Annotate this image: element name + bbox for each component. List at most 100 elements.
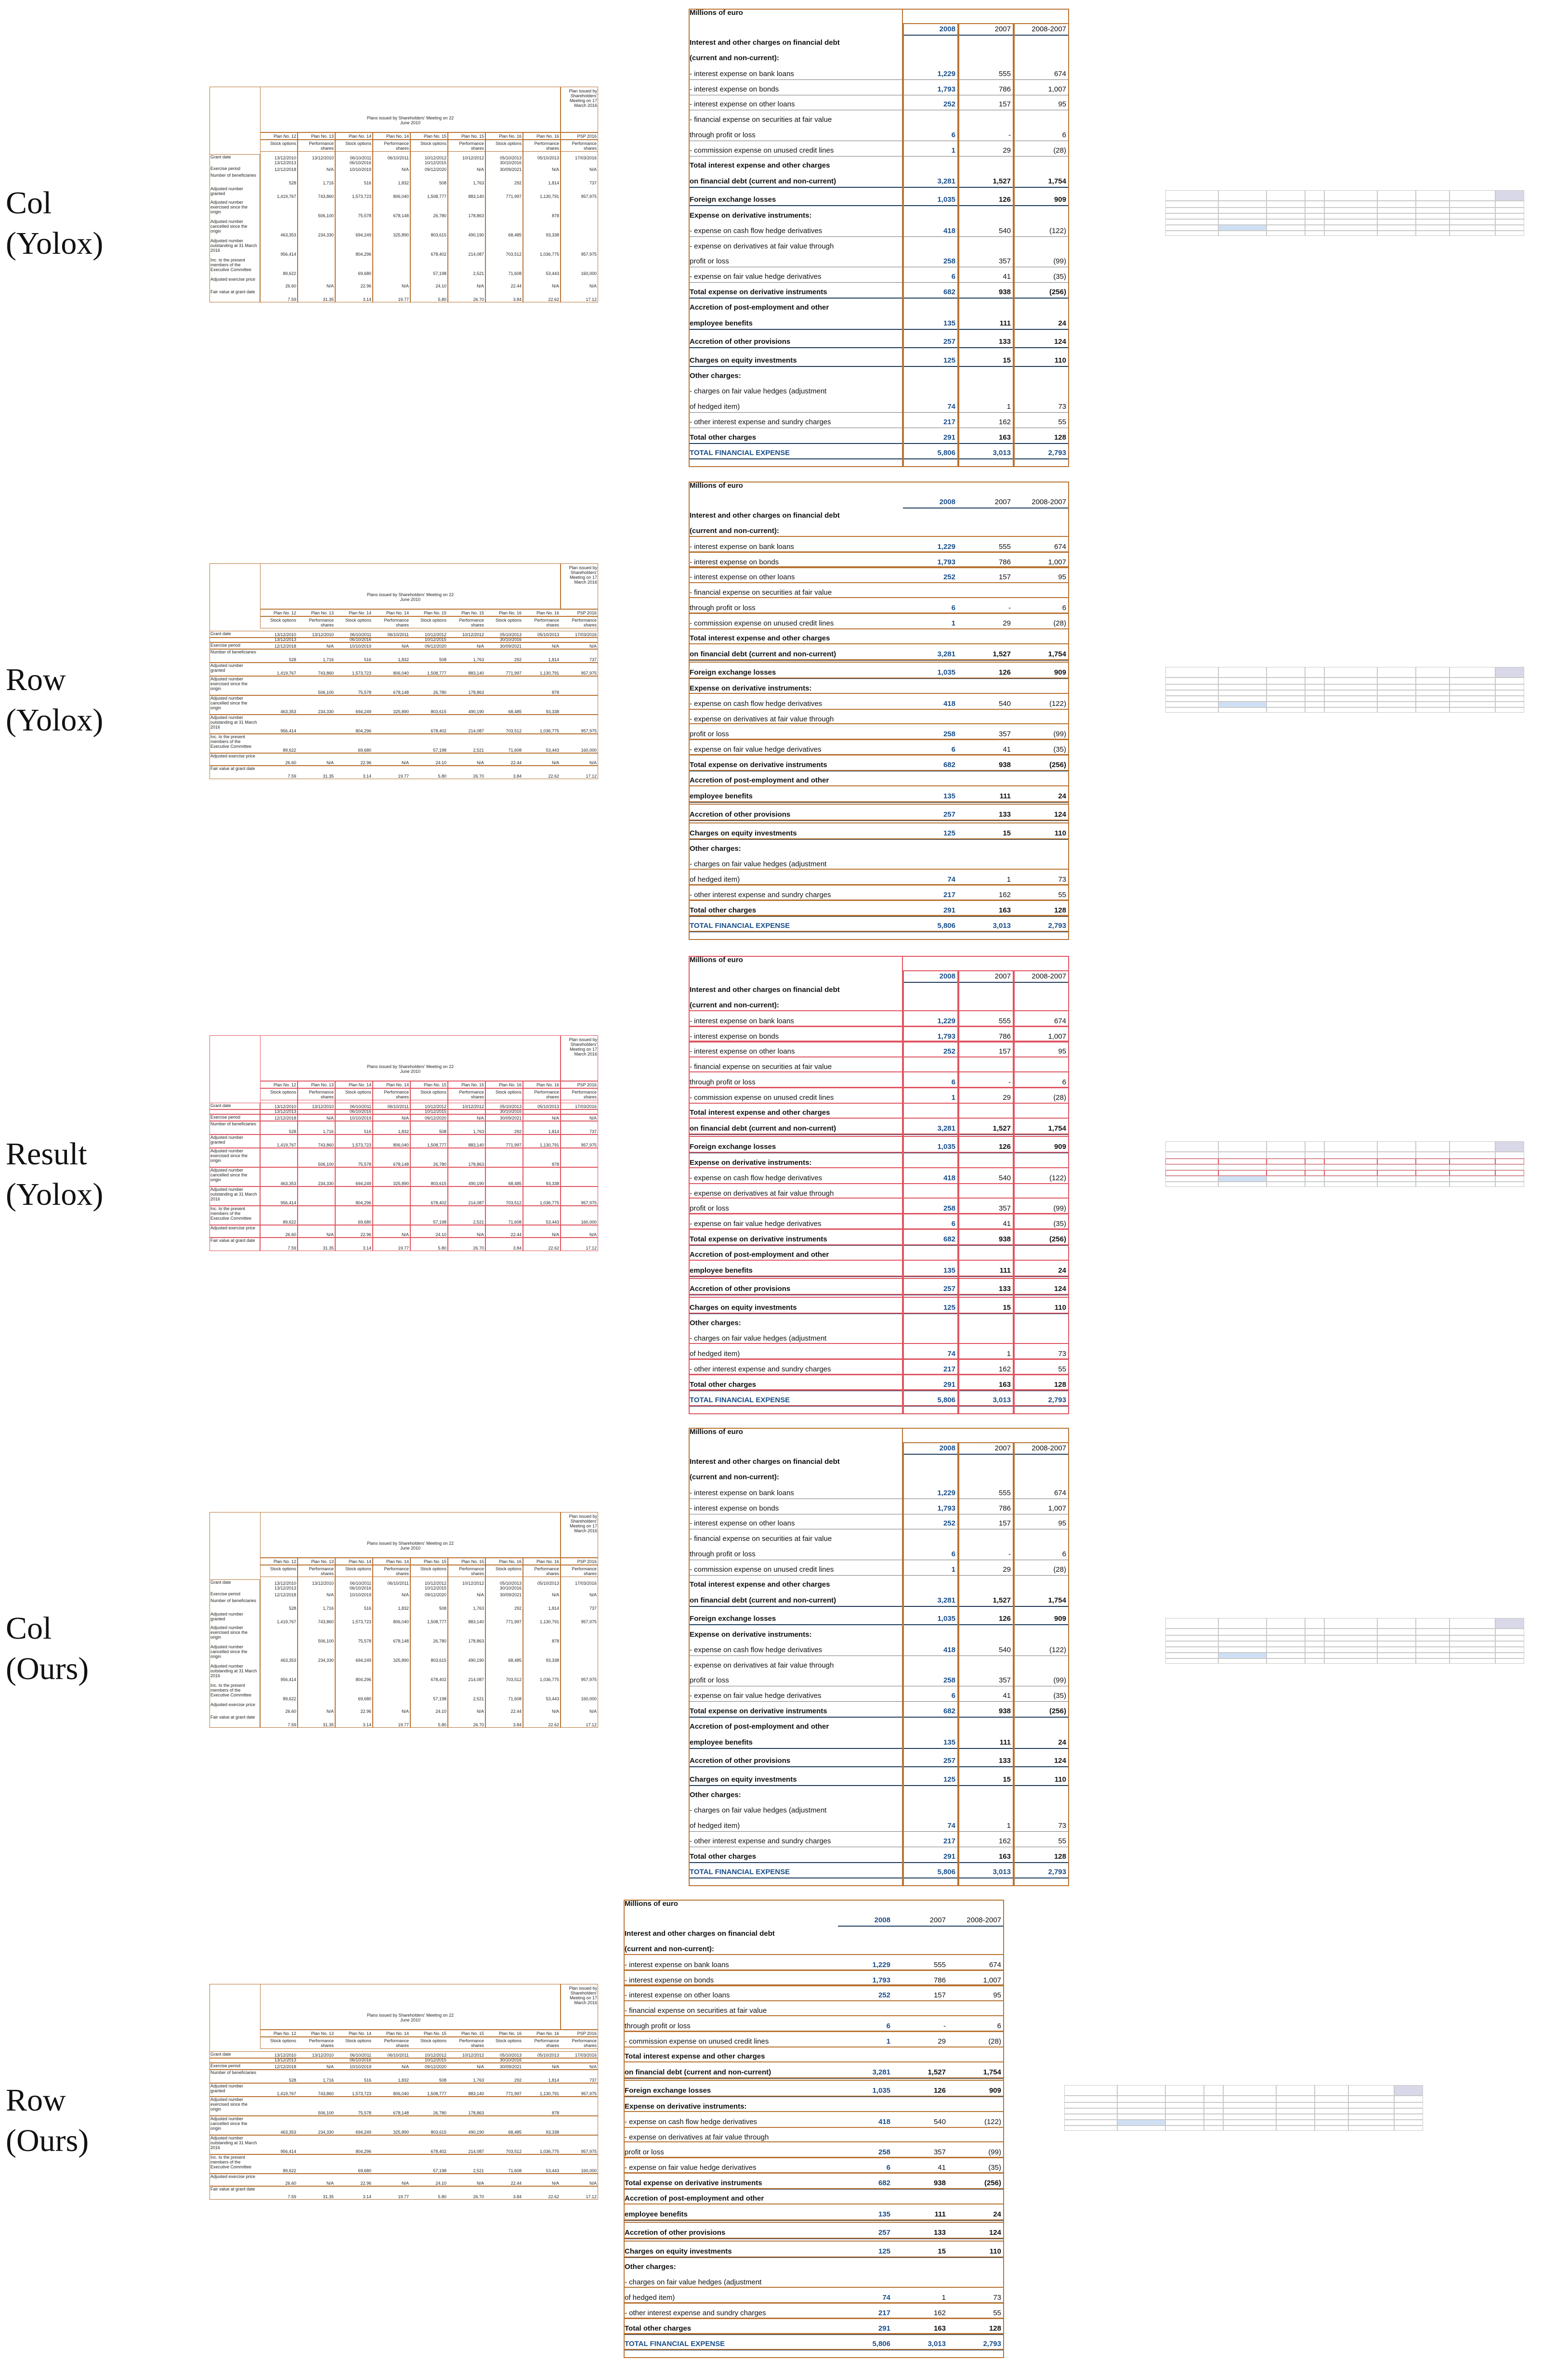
- plan-cell: 5.80: [438, 1246, 446, 1251]
- small-table-cell: [1416, 1159, 1450, 1164]
- fin-cell: 1,527: [993, 1124, 1011, 1133]
- small-table-cell: [1377, 1647, 1416, 1653]
- small-table-cell: [1218, 1164, 1267, 1170]
- plan-cell: 883,140: [468, 671, 484, 676]
- plan-row-label: Grant date: [210, 1103, 231, 1108]
- fin-cell: 1,229: [937, 542, 955, 551]
- small-table-cell: [1267, 1164, 1305, 1170]
- plan-cell: N/A: [401, 1592, 409, 1597]
- fin-cell: 135: [943, 1266, 955, 1275]
- plan-cell: 516: [364, 657, 371, 662]
- fin-cell: 162: [998, 417, 1011, 426]
- plan-cell: 26,780: [433, 690, 446, 695]
- plan-row-label: Grant date: [210, 631, 231, 636]
- plan-cell: 678,148: [393, 1639, 409, 1643]
- fin-row-rule: [689, 838, 1069, 840]
- small-table-cell: [1218, 678, 1267, 684]
- plan-cell: N/A: [551, 1592, 559, 1597]
- plan-type-header: Performance shares: [572, 1090, 597, 1099]
- plan-cell: 13/12/2013: [274, 160, 296, 165]
- small-table-cell: [1324, 1647, 1377, 1653]
- small-table-cell: [1450, 1635, 1495, 1641]
- plan-cell: N/A: [326, 644, 334, 649]
- plan-cell: 06/10/2011: [387, 632, 409, 637]
- small-table-cell: [1315, 2085, 1348, 2096]
- plan-cell: 10/12/2012: [424, 156, 446, 160]
- fin-cell: 418: [943, 226, 955, 235]
- plan-table: Plans issued by Shareholders' Meeting on…: [209, 1512, 602, 1796]
- small-table-cell: [1267, 1641, 1305, 1647]
- fin-row-label: (current and non-current):: [690, 527, 779, 535]
- small-table-cell: [1267, 213, 1305, 219]
- plan-cell: 878: [551, 690, 559, 695]
- fin-cell: -: [1008, 130, 1011, 139]
- fin-row-rule: [689, 443, 1069, 444]
- fin-row-label: Foreign exchange losses: [690, 668, 776, 677]
- small-table-cell: [1416, 213, 1450, 219]
- fin-cell: 3,013: [993, 448, 1011, 457]
- small-table-cell: [1324, 1618, 1377, 1629]
- plan-cell: 528: [288, 181, 296, 185]
- small-table-cell: [1218, 667, 1267, 678]
- fin-cell: 157: [998, 1047, 1011, 1056]
- plan-cell: 22.44: [510, 284, 522, 288]
- plan-cell: 31.35: [323, 1246, 334, 1251]
- fin-cell: 128: [1054, 906, 1066, 914]
- small-table-cell: [1267, 1141, 1305, 1152]
- small-table-cell: [1495, 1170, 1524, 1176]
- fin-cell: 1: [951, 619, 955, 627]
- fin-cell: (99): [1053, 730, 1066, 739]
- plan-cell: 13/12/2010: [312, 156, 334, 160]
- fin-cell: 291: [943, 1380, 955, 1389]
- plan-cell: 71,608: [508, 271, 522, 276]
- fin-row-label: - interest expense on bank loans: [690, 69, 794, 78]
- plan-cell: 30/10/2016: [499, 160, 522, 165]
- plan-col-header: Plan No. 16: [536, 611, 559, 615]
- plan-cell: 13/12/2010: [312, 1581, 334, 1586]
- row-label: Result (Yolox): [6, 1134, 117, 1215]
- plan-cell: 30/10/2016: [499, 1586, 522, 1591]
- fin-cell: 252: [943, 1047, 955, 1056]
- fin-cell: (35): [1053, 1220, 1066, 1228]
- plan-col-header: Plan No. 16: [536, 134, 559, 139]
- fin-cell: 258: [943, 730, 955, 739]
- small-table-cell: [1348, 2120, 1394, 2125]
- plan-cell: 05/10/2013: [537, 156, 559, 160]
- fin-cell: 15: [1003, 1303, 1011, 1312]
- fin-col-header: 2007: [994, 498, 1011, 506]
- fin-col-header: 2007: [994, 1444, 1011, 1452]
- plan-cell: 1,130,791: [539, 1143, 559, 1147]
- small-table-cell: [1165, 707, 1218, 713]
- fin-row-rule: [689, 801, 1069, 803]
- plan-cell: 13/12/2013: [274, 637, 296, 642]
- fin-row-label: Expense on derivative instruments:: [690, 684, 812, 692]
- plan-row-label: Adjusted exercise price: [210, 1702, 256, 1707]
- plan-cell: 463,353: [280, 1658, 296, 1663]
- plan-cell: 1,036,775: [539, 1200, 559, 1205]
- fin-row-rule: [689, 282, 1069, 283]
- row-label-line1: Col: [6, 1611, 52, 1646]
- small-table-cell: [1324, 1653, 1377, 1658]
- plan-cell: 10/12/2012: [424, 632, 446, 637]
- plan-group-header: Plans issued by Shareholders' Meeting on…: [366, 116, 454, 125]
- fin-cell: 162: [998, 1365, 1011, 1373]
- plan-row-label: Adjusted number granted: [210, 663, 244, 673]
- plan-cell: 957,975: [581, 729, 597, 733]
- small-table-cell: [1315, 2102, 1348, 2108]
- small-table-cell: [1495, 1641, 1524, 1647]
- small-table-cell: [1394, 2096, 1423, 2102]
- small-table-cell: [1218, 702, 1267, 707]
- plan-row-label: Adjusted number granted: [210, 186, 244, 196]
- fin-cell: 125: [943, 1303, 955, 1312]
- small-table-cell: [1218, 1653, 1267, 1658]
- plan-cell: 06/10/2011: [350, 1581, 371, 1586]
- small-table-cell: [1324, 1141, 1377, 1152]
- plan-cell: 17.12: [586, 1246, 597, 1251]
- small-table-cell: [1064, 2085, 1117, 2096]
- plan-cell: 956,414: [280, 252, 296, 257]
- plan-cell: 1,814: [548, 1129, 559, 1134]
- plan-cell: 160,000: [581, 748, 597, 753]
- small-table-cell: [1450, 1164, 1495, 1170]
- small-table-cell: [1416, 1182, 1450, 1187]
- fin-row-label: - expense on cash flow hedge derivatives: [690, 226, 823, 235]
